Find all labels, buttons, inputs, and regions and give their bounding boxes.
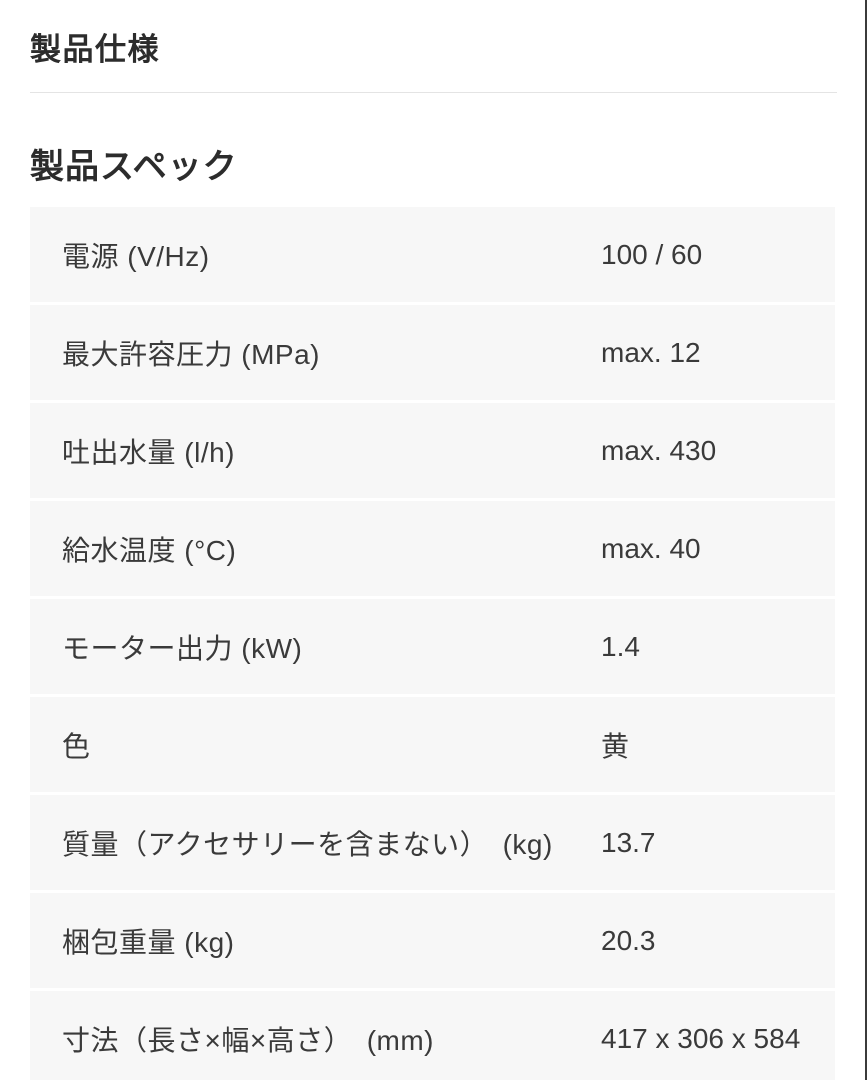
spec-label: 吐出水量 (l/h)	[62, 436, 236, 468]
spec-row-motor-output: モーター出力 (kW) 1.4	[30, 599, 835, 695]
spec-row-dimensions: 寸法（長さ×幅×高さ） (mm) 417 x 306 x 584	[30, 991, 835, 1080]
spec-label: 寸法（長さ×幅×高さ） (mm)	[62, 1024, 435, 1056]
spec-row-color: 色 黄	[30, 697, 835, 793]
spec-value: max. 430	[601, 434, 717, 466]
spec-row-max-pressure: 最大許容圧力 (MPa) max. 12	[30, 305, 835, 401]
section-title: 製品スペック	[30, 148, 238, 187]
spec-value: 100 / 60	[601, 238, 703, 270]
spec-row-weight: 質量（アクセサリーを含まない） (kg) 13.7	[30, 795, 835, 891]
spec-row-flow-rate: 吐出水量 (l/h) max. 430	[30, 403, 835, 499]
spec-row-water-temp: 給水温度 (°C) max. 40	[30, 501, 835, 597]
spec-table: 電源 (V/Hz) 100 / 60 最大許容圧力 (MPa) max. 12 …	[30, 207, 835, 1080]
spec-label: 質量（アクセサリーを含まない） (kg)	[62, 828, 553, 860]
spec-value: 417 x 306 x 584	[601, 1022, 801, 1054]
spec-value: max. 40	[601, 532, 701, 564]
spec-value: 20.3	[601, 924, 656, 956]
page-title: 製品仕様	[30, 32, 160, 67]
spec-label: モーター出力 (kW)	[62, 632, 303, 664]
spec-row-power: 電源 (V/Hz) 100 / 60	[30, 207, 835, 303]
section-divider	[30, 92, 837, 94]
spec-label: 梱包重量 (kg)	[62, 926, 235, 958]
spec-value: 13.7	[601, 826, 656, 858]
spec-row-packed-weight: 梱包重量 (kg) 20.3	[30, 893, 835, 989]
spec-label: 給水温度 (°C)	[62, 534, 237, 566]
spec-value: 1.4	[601, 630, 640, 662]
spec-value: 黄	[601, 730, 630, 762]
spec-label: 電源 (V/Hz)	[62, 240, 210, 272]
spec-label: 色	[62, 730, 91, 762]
spec-label: 最大許容圧力 (MPa)	[62, 338, 321, 370]
spec-value: max. 12	[601, 336, 701, 368]
